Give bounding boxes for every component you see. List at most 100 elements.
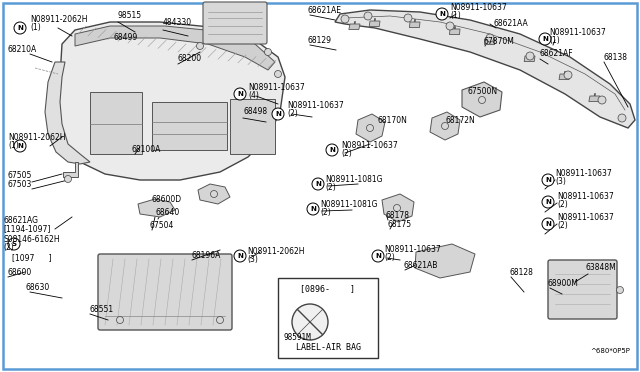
Text: S: S xyxy=(12,241,17,247)
Text: N08911-2062H: N08911-2062H xyxy=(30,15,88,24)
Circle shape xyxy=(307,203,319,215)
Circle shape xyxy=(8,238,20,250)
Circle shape xyxy=(564,71,572,79)
Text: S08146-6162H: S08146-6162H xyxy=(3,235,60,244)
Polygon shape xyxy=(198,184,230,204)
Text: 68170N: 68170N xyxy=(378,116,408,125)
Text: N: N xyxy=(17,143,23,149)
Circle shape xyxy=(542,196,554,208)
Text: 68210A: 68210A xyxy=(8,45,37,54)
Text: N: N xyxy=(315,181,321,187)
Text: 67505: 67505 xyxy=(8,171,33,180)
Text: N: N xyxy=(329,147,335,153)
Circle shape xyxy=(542,218,554,230)
Text: N08911-10637: N08911-10637 xyxy=(384,245,441,254)
Polygon shape xyxy=(524,56,535,61)
Circle shape xyxy=(394,205,401,212)
Text: 68600: 68600 xyxy=(8,268,32,277)
Circle shape xyxy=(598,96,606,104)
Circle shape xyxy=(446,22,454,30)
Text: (2): (2) xyxy=(557,221,568,230)
Text: N08911-1081G: N08911-1081G xyxy=(320,200,378,209)
Circle shape xyxy=(216,317,223,324)
Polygon shape xyxy=(369,21,380,26)
Circle shape xyxy=(404,14,412,22)
Text: 68621AB: 68621AB xyxy=(404,261,438,270)
Text: N: N xyxy=(439,11,445,17)
Bar xyxy=(90,92,142,154)
Text: 98515: 98515 xyxy=(118,11,142,20)
Text: [0896-    ]: [0896- ] xyxy=(301,284,355,293)
Text: [1194-1097]: [1194-1097] xyxy=(3,224,51,233)
Text: 68621AF: 68621AF xyxy=(539,49,573,58)
Circle shape xyxy=(65,176,72,183)
Text: N08911-10637: N08911-10637 xyxy=(557,192,614,201)
Polygon shape xyxy=(382,194,414,222)
Polygon shape xyxy=(349,24,360,29)
Text: (1): (1) xyxy=(549,36,560,45)
Circle shape xyxy=(372,250,384,262)
Polygon shape xyxy=(559,74,570,80)
Text: (4): (4) xyxy=(248,91,259,100)
Circle shape xyxy=(211,190,218,198)
Text: 68621AG: 68621AG xyxy=(3,216,38,225)
Circle shape xyxy=(14,140,26,152)
Text: N: N xyxy=(17,25,23,31)
Circle shape xyxy=(14,22,26,34)
FancyBboxPatch shape xyxy=(548,260,617,319)
Text: 67503: 67503 xyxy=(8,180,33,189)
Text: N08911-10637: N08911-10637 xyxy=(341,141,397,150)
Circle shape xyxy=(542,174,554,186)
Text: (2): (2) xyxy=(341,149,352,158)
Text: 67504: 67504 xyxy=(150,221,174,230)
Polygon shape xyxy=(335,10,635,128)
Circle shape xyxy=(618,114,626,122)
Text: N: N xyxy=(542,36,548,42)
Text: 68498: 68498 xyxy=(243,107,267,116)
Circle shape xyxy=(196,42,204,49)
Text: N: N xyxy=(545,221,551,227)
Text: (3): (3) xyxy=(555,177,566,186)
Text: 68175: 68175 xyxy=(388,220,412,229)
Text: (2): (2) xyxy=(557,200,568,209)
Text: 63848M: 63848M xyxy=(586,263,617,272)
Text: 68178: 68178 xyxy=(386,211,410,220)
Text: (2): (2) xyxy=(287,109,298,118)
Polygon shape xyxy=(449,29,460,35)
Text: N08911-10637: N08911-10637 xyxy=(248,83,305,92)
Text: N: N xyxy=(375,253,381,259)
Text: 68172N: 68172N xyxy=(445,116,475,125)
Text: 68100A: 68100A xyxy=(132,145,161,154)
Text: 68196A: 68196A xyxy=(192,251,221,260)
Circle shape xyxy=(442,122,449,129)
Circle shape xyxy=(312,178,324,190)
Polygon shape xyxy=(75,26,275,70)
Bar xyxy=(278,278,378,358)
Text: 68138: 68138 xyxy=(604,53,628,62)
Text: N08911-2062H: N08911-2062H xyxy=(8,133,65,142)
Text: 68600D: 68600D xyxy=(152,195,182,204)
Circle shape xyxy=(616,286,623,294)
Circle shape xyxy=(479,96,486,103)
Polygon shape xyxy=(356,114,385,142)
Circle shape xyxy=(326,144,338,156)
Text: N: N xyxy=(237,253,243,259)
Circle shape xyxy=(436,8,448,20)
Text: (2): (2) xyxy=(3,243,13,252)
Polygon shape xyxy=(410,22,420,28)
Text: N: N xyxy=(275,111,281,117)
Text: N: N xyxy=(545,199,551,205)
Text: N: N xyxy=(545,177,551,183)
Text: 68900M: 68900M xyxy=(547,279,578,288)
Text: N08911-10637: N08911-10637 xyxy=(555,169,612,178)
Text: 67500N: 67500N xyxy=(468,87,498,96)
Text: 68200: 68200 xyxy=(178,54,202,63)
Polygon shape xyxy=(63,162,78,177)
FancyBboxPatch shape xyxy=(98,254,232,330)
Text: N: N xyxy=(310,206,316,212)
Polygon shape xyxy=(415,244,475,278)
Text: (1): (1) xyxy=(30,23,41,32)
Circle shape xyxy=(367,125,374,131)
Text: N08911-10637: N08911-10637 xyxy=(287,101,344,110)
Text: N08911-1081G: N08911-1081G xyxy=(325,175,383,184)
